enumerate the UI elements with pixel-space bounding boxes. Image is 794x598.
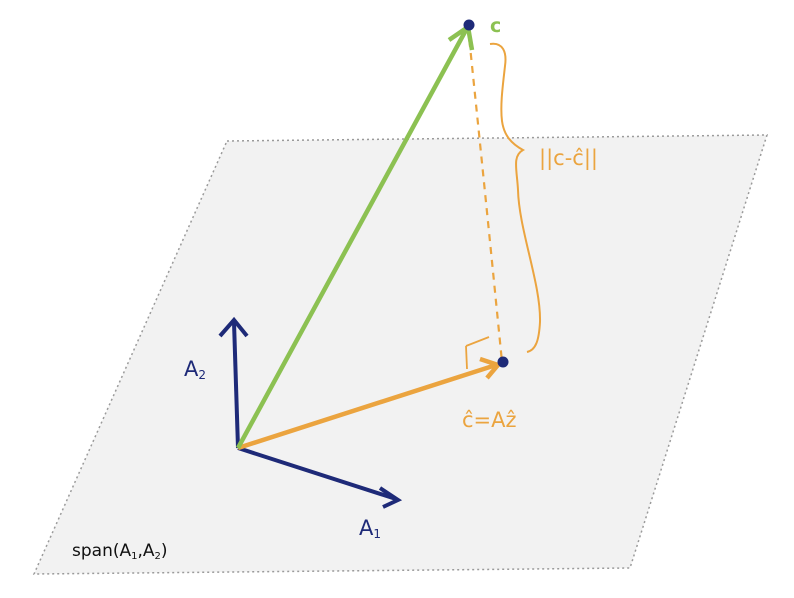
span-label: span(A1,A2) xyxy=(72,541,168,562)
a2-vector xyxy=(232,321,240,449)
span-label-sub2: 2 xyxy=(155,551,161,562)
projection-arrowhead xyxy=(479,356,502,380)
c-point xyxy=(463,19,475,31)
c-label: c xyxy=(490,15,501,37)
a1-label-base: A xyxy=(359,516,374,540)
span-label-mid: ,A xyxy=(137,541,154,561)
a1-label-sub: 1 xyxy=(373,527,381,541)
a2-label-sub: 2 xyxy=(198,368,206,382)
residual-brace xyxy=(489,42,542,353)
a2-label-base: A xyxy=(184,357,199,381)
a1-label: A1 xyxy=(359,516,381,541)
span-label-suffix: ) xyxy=(161,541,168,561)
span-label-prefix: span(A xyxy=(72,541,131,561)
span-plane xyxy=(32,134,769,575)
a2-label: A2 xyxy=(184,357,206,382)
residual-dashed-line xyxy=(466,26,504,363)
target-vector xyxy=(236,28,468,450)
projection-vector xyxy=(237,362,497,451)
c-hat-equation-label: ĉ=Aẑ xyxy=(462,408,517,432)
residual-norm-label: ||c-ĉ|| xyxy=(539,146,598,171)
span-label-sub1: 1 xyxy=(131,551,137,562)
c-hat-point xyxy=(497,356,509,368)
a1-vector xyxy=(237,446,397,501)
a1-arrowhead xyxy=(378,486,403,509)
right-angle-marker xyxy=(465,336,490,370)
a2-arrowhead xyxy=(218,316,249,338)
